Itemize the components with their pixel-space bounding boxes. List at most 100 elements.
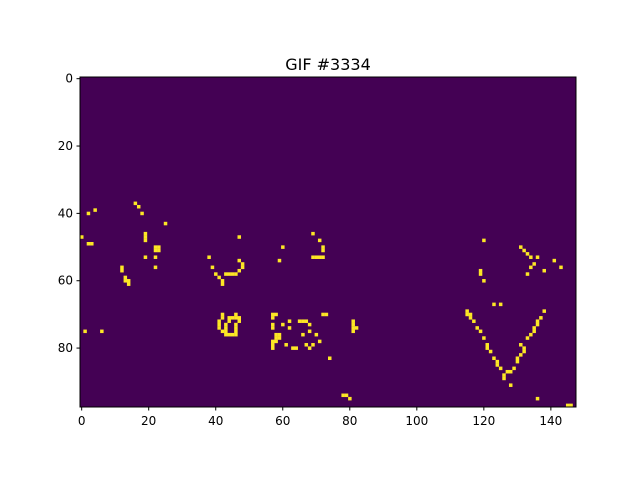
heatmap-pixel bbox=[271, 343, 275, 347]
heatmap-pixel bbox=[311, 231, 315, 236]
heatmap-pixel bbox=[505, 369, 510, 374]
heatmap-pixel bbox=[230, 316, 235, 320]
heatmap-pixel bbox=[522, 248, 526, 253]
heatmap-pixel bbox=[237, 268, 242, 273]
heatmap-pixel bbox=[230, 332, 235, 337]
heatmap-pixel bbox=[529, 255, 533, 259]
heatmap-pixel bbox=[234, 312, 238, 317]
heatmap-pixel bbox=[153, 248, 158, 253]
heatmap-pixel bbox=[478, 268, 483, 273]
heatmap-pixel bbox=[468, 312, 473, 317]
heatmap-pixel bbox=[317, 255, 322, 259]
heatmap-pixel bbox=[294, 346, 298, 350]
heatmap-pixel bbox=[317, 339, 322, 344]
heatmap-pixel bbox=[354, 326, 359, 330]
heatmap-pixel bbox=[317, 238, 322, 243]
heatmap-pixel bbox=[281, 322, 285, 327]
heatmap-pixel bbox=[287, 326, 292, 330]
heatmap-pixel bbox=[240, 262, 245, 266]
heatmap-pixel bbox=[324, 312, 329, 317]
heatmap-pixel bbox=[274, 332, 278, 337]
heatmap-pixel bbox=[559, 265, 563, 270]
heatmap-pixel bbox=[542, 309, 546, 313]
heatmap-pixel bbox=[307, 322, 312, 327]
heatmap-pixel bbox=[351, 322, 355, 327]
heatmap-pixel bbox=[234, 316, 238, 320]
y-tick-label: 0 bbox=[65, 72, 73, 86]
heatmap-pixel bbox=[301, 319, 305, 323]
x-tick-label: 100 bbox=[405, 414, 428, 428]
y-tick-label: 80 bbox=[58, 341, 73, 355]
heatmap-pixel bbox=[351, 326, 355, 330]
x-tick-label: 80 bbox=[342, 414, 357, 428]
heatmap-pixel bbox=[240, 265, 245, 270]
heatmap-pixel bbox=[565, 403, 570, 408]
heatmap-pixel bbox=[224, 329, 228, 334]
heatmap-pixel bbox=[123, 279, 128, 283]
heatmap-pixel bbox=[307, 329, 312, 334]
heatmap-pixel bbox=[217, 319, 221, 323]
heatmap-pixel bbox=[535, 319, 540, 323]
heatmap-pixel bbox=[321, 255, 325, 259]
heatmap-pixel bbox=[495, 359, 500, 364]
heatmap-pixel bbox=[163, 221, 168, 226]
heatmap-pixel bbox=[284, 343, 288, 347]
heatmap-pixel bbox=[468, 316, 473, 320]
heatmap-pixel bbox=[220, 316, 225, 320]
y-axis: 0 20 40 60 80 bbox=[58, 72, 80, 355]
heatmap-pixel bbox=[519, 343, 523, 347]
heatmap-pixel bbox=[328, 356, 332, 361]
heatmap-pixel bbox=[348, 396, 352, 401]
heatmap-pixel bbox=[529, 332, 533, 337]
heatmap-pixel bbox=[224, 326, 228, 330]
heatmap-pixel bbox=[271, 316, 275, 320]
heatmap-pixel bbox=[83, 329, 87, 334]
heatmap-pixel bbox=[478, 329, 483, 334]
heatmap-pixel bbox=[525, 336, 530, 340]
heatmap-pixel bbox=[224, 272, 228, 276]
heatmap-pixel bbox=[304, 343, 309, 347]
heatmap-pixel bbox=[277, 258, 282, 263]
heatmap-pixel bbox=[224, 332, 228, 337]
heatmap-pixels bbox=[80, 201, 573, 408]
heatmap-pixel bbox=[271, 322, 275, 327]
heatmap-pixel bbox=[157, 245, 161, 249]
heatmap-pixel bbox=[80, 235, 84, 239]
heatmap-pixel bbox=[515, 356, 520, 361]
heatmap-pixel bbox=[126, 279, 131, 283]
heatmap-pixel bbox=[277, 336, 282, 340]
heatmap-pixel bbox=[224, 322, 228, 327]
heatmap-pixel bbox=[207, 255, 211, 259]
heatmap-pixel bbox=[271, 339, 275, 344]
heatmap-pixel bbox=[100, 329, 104, 334]
heatmap-pixel bbox=[508, 369, 513, 374]
heatmap-pixel bbox=[522, 346, 526, 350]
heatmap-pixel bbox=[274, 336, 278, 340]
x-tick-label: 140 bbox=[539, 414, 562, 428]
y-tick-label: 40 bbox=[58, 206, 73, 220]
heatmap-pixel bbox=[508, 383, 513, 387]
heatmap-pixel bbox=[321, 245, 325, 249]
heatmap-pixel bbox=[220, 329, 225, 334]
heatmap-pixel bbox=[341, 393, 345, 398]
heatmap-pixel bbox=[498, 366, 503, 371]
heatmap-pixel bbox=[227, 332, 231, 337]
heatmap-pixel bbox=[465, 312, 469, 317]
heatmap-pixel bbox=[143, 238, 148, 243]
heatmap-pixel bbox=[234, 272, 238, 276]
heatmap-pixel bbox=[291, 346, 295, 350]
heatmap-pixel bbox=[532, 262, 536, 266]
heatmap-pixel bbox=[492, 356, 496, 361]
heatmap-pixel bbox=[519, 353, 523, 357]
heatmap-pixel bbox=[515, 359, 520, 364]
heatmap-pixel bbox=[220, 279, 225, 283]
heatmap-pixel bbox=[153, 265, 158, 270]
heatmap-pixel bbox=[234, 322, 238, 327]
heatmap-pixel bbox=[136, 204, 141, 209]
heatmap-pixel bbox=[227, 272, 231, 276]
heatmap-pixel bbox=[525, 252, 530, 256]
heatmap-pixel bbox=[234, 329, 238, 334]
heatmap-pixel bbox=[143, 255, 148, 259]
heatmap-pixel bbox=[287, 319, 292, 323]
heatmap-pixel bbox=[502, 373, 506, 377]
